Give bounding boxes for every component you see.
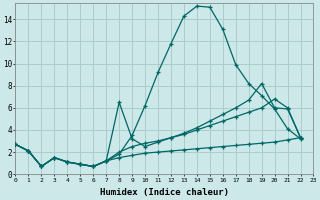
X-axis label: Humidex (Indice chaleur): Humidex (Indice chaleur) (100, 188, 229, 197)
